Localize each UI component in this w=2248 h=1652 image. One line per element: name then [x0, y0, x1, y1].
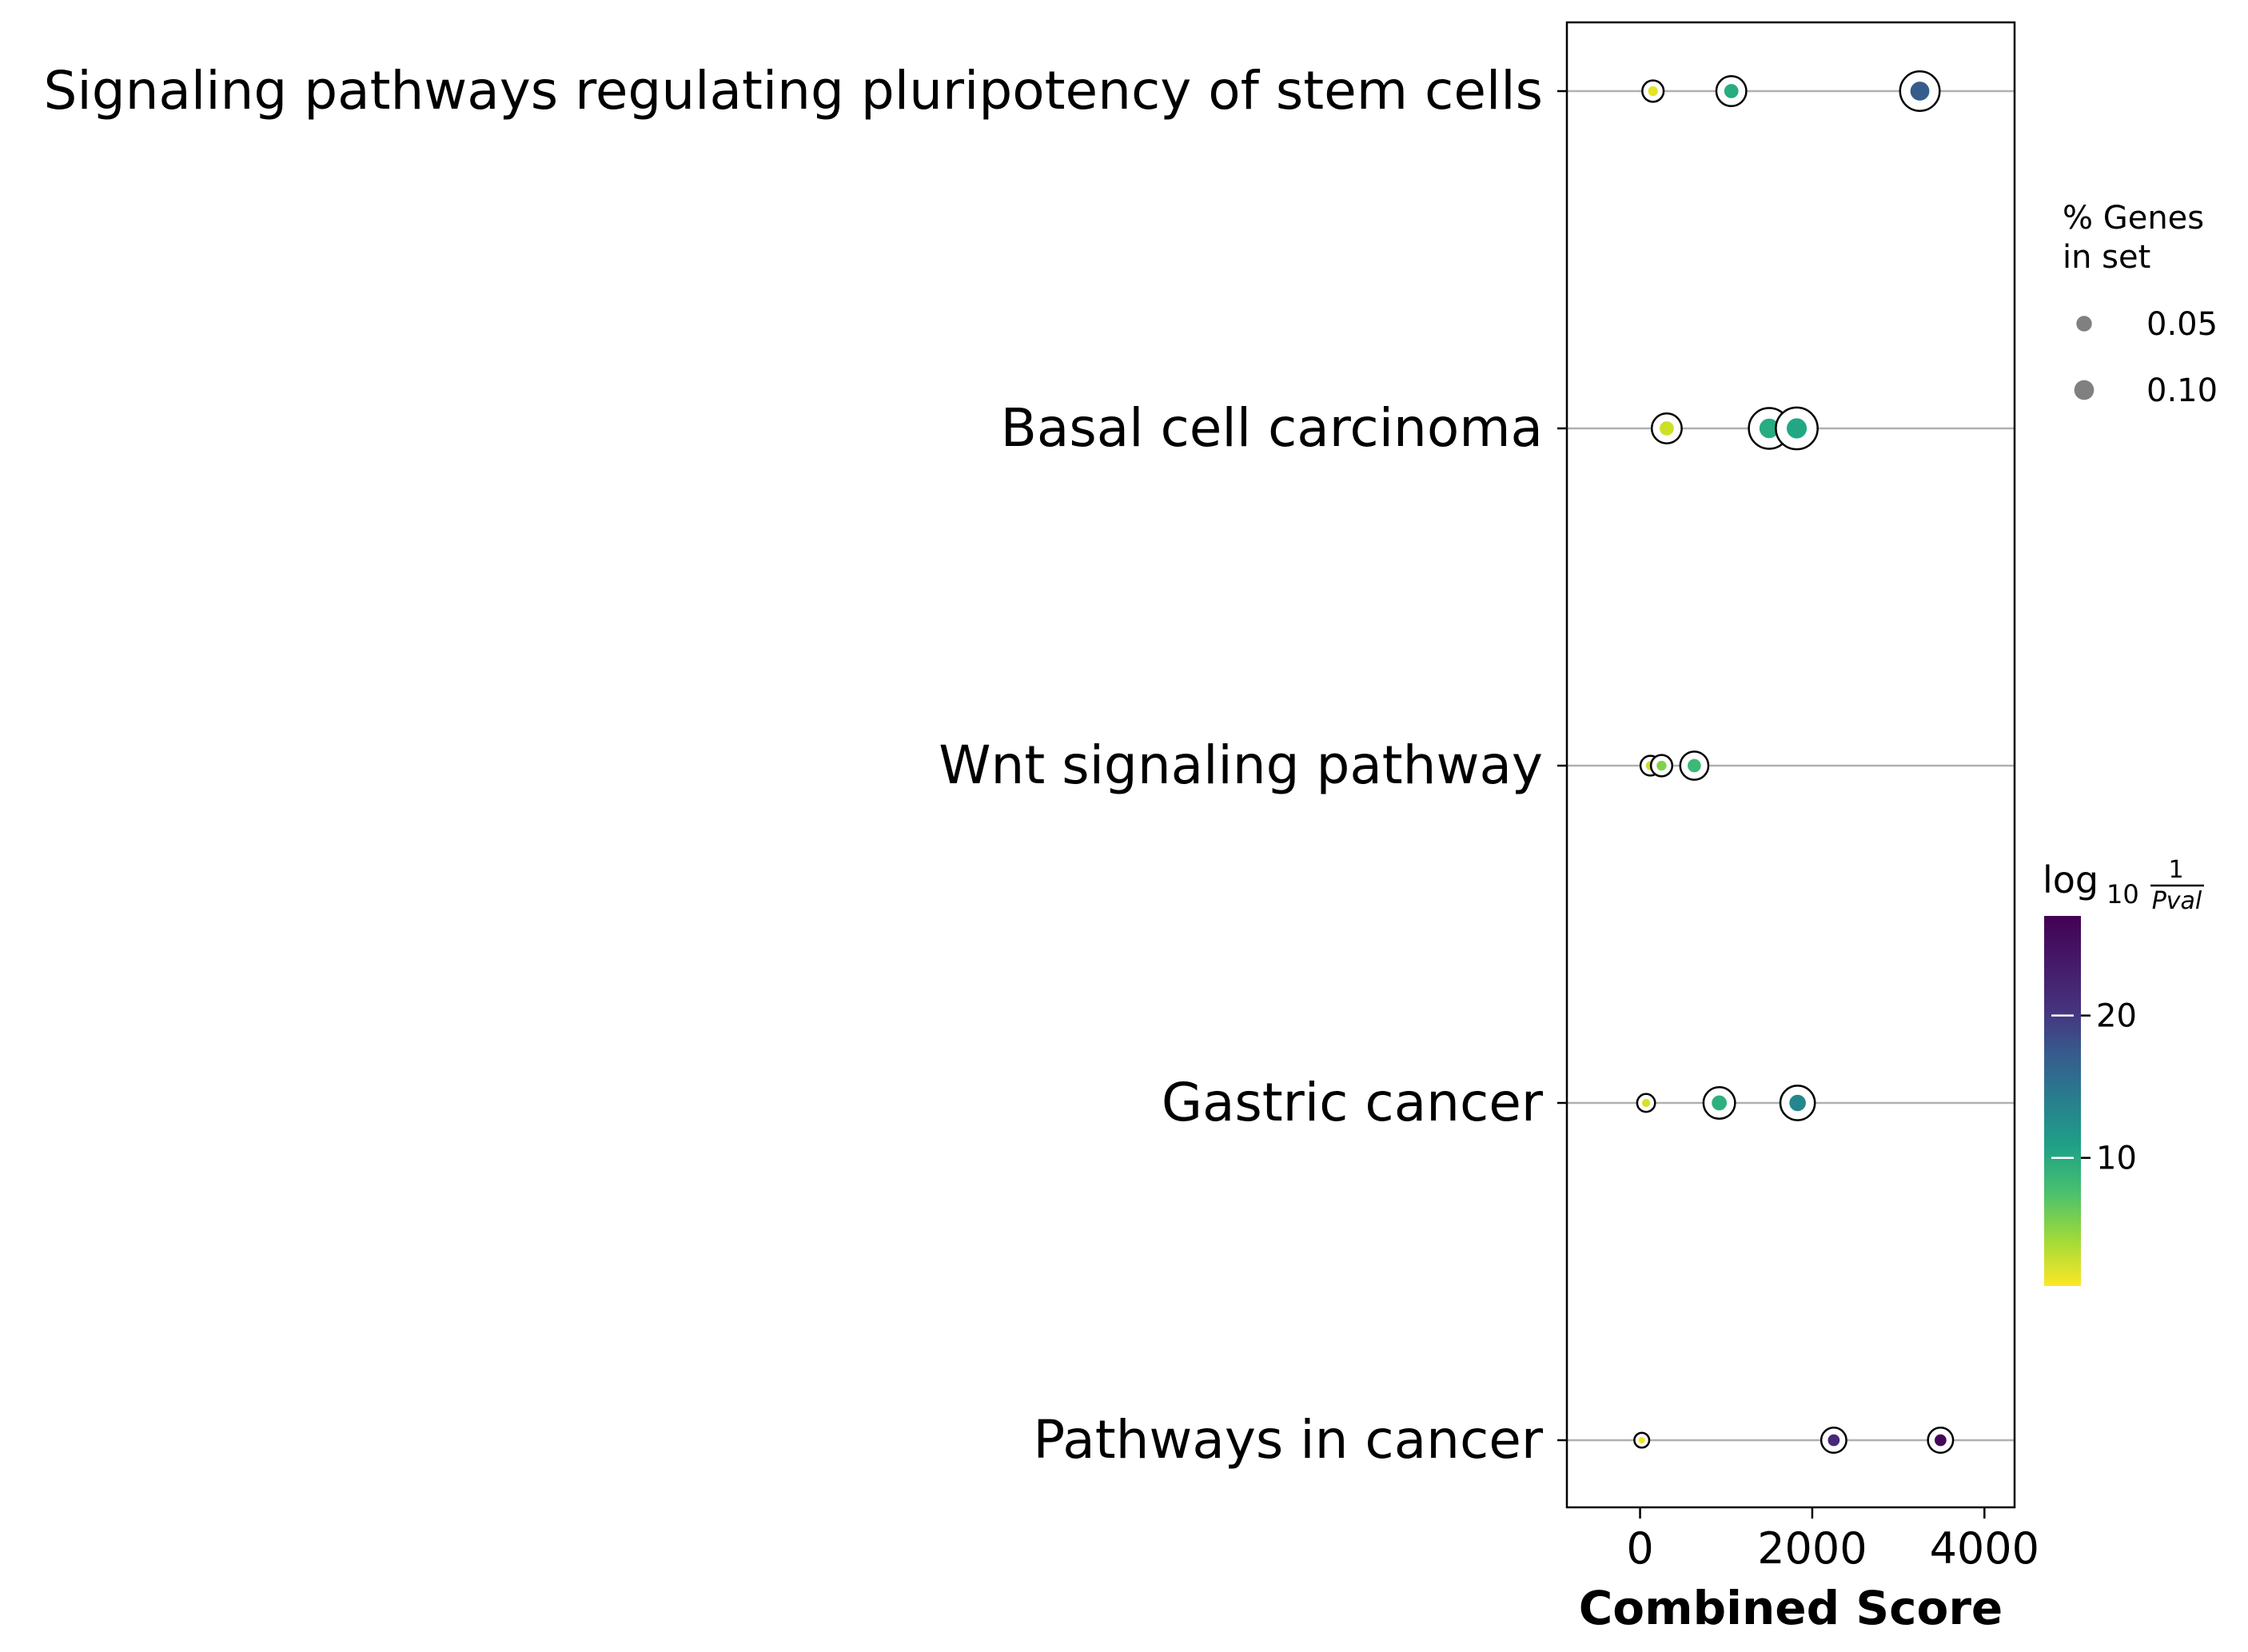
- data-point: [1934, 1433, 1947, 1447]
- data-point: [1909, 81, 1931, 102]
- size-legend-marker: [2076, 316, 2092, 332]
- x-tick-label: 0: [1626, 1523, 1653, 1574]
- data-point: [1827, 1433, 1841, 1447]
- data-point: [1711, 1094, 1728, 1112]
- colorbar-title-denominator: Pval: [2152, 887, 2202, 915]
- category-label: Signaling pathways regulating pluripoten…: [43, 60, 1543, 121]
- data-point: [1687, 758, 1702, 774]
- x-tick-label: 2000: [1757, 1523, 1867, 1574]
- category-label: Gastric cancer: [1162, 1072, 1544, 1133]
- category-label: Wnt signaling pathway: [939, 734, 1543, 796]
- size-legend-title-line1: % Genes: [2063, 200, 2204, 237]
- size-legend-title-line2: in set: [2063, 239, 2150, 276]
- data-point: [1788, 1093, 1807, 1113]
- data-point: [1785, 417, 1808, 440]
- size-legend-label: 0.10: [2146, 372, 2218, 409]
- x-axis-label: Combined Score: [1579, 1581, 2003, 1635]
- x-axis-ticks: 0 2000 4000: [1626, 1507, 2039, 1574]
- data-point: [1656, 759, 1668, 772]
- data-point: [1640, 1097, 1652, 1109]
- size-legend-marker: [2074, 380, 2095, 400]
- colorbar-tick-label: 20: [2096, 998, 2137, 1035]
- plot-frame: [1565, 21, 2016, 1509]
- data-points: [1633, 70, 1955, 1454]
- category-label: Pathways in cancer: [1033, 1409, 1543, 1471]
- data-point: [1723, 83, 1740, 99]
- size-legend: % Genes in set 0.05 0.10: [2063, 200, 2218, 409]
- x-tick-label: 4000: [1930, 1523, 2039, 1574]
- data-point: [1637, 1435, 1646, 1445]
- colorbar-title-base: 10: [2107, 879, 2139, 910]
- data-point: [1659, 420, 1675, 436]
- plot-area: [1557, 21, 2016, 1509]
- colorbar-gradient: [2044, 916, 2081, 1286]
- data-point: [1647, 85, 1659, 98]
- colorbar: log 10 1 Pval 10 20: [2043, 856, 2204, 1286]
- colorbar-title-log: log: [2043, 858, 2099, 902]
- size-legend-label: 0.05: [2146, 306, 2218, 343]
- category-label: Basal cell carcinoma: [1001, 397, 1543, 459]
- colorbar-title-numerator: 1: [2168, 856, 2183, 884]
- colorbar-tick-label: 10: [2096, 1140, 2137, 1177]
- category-labels: Signaling pathways regulating pluripoten…: [43, 60, 1543, 1471]
